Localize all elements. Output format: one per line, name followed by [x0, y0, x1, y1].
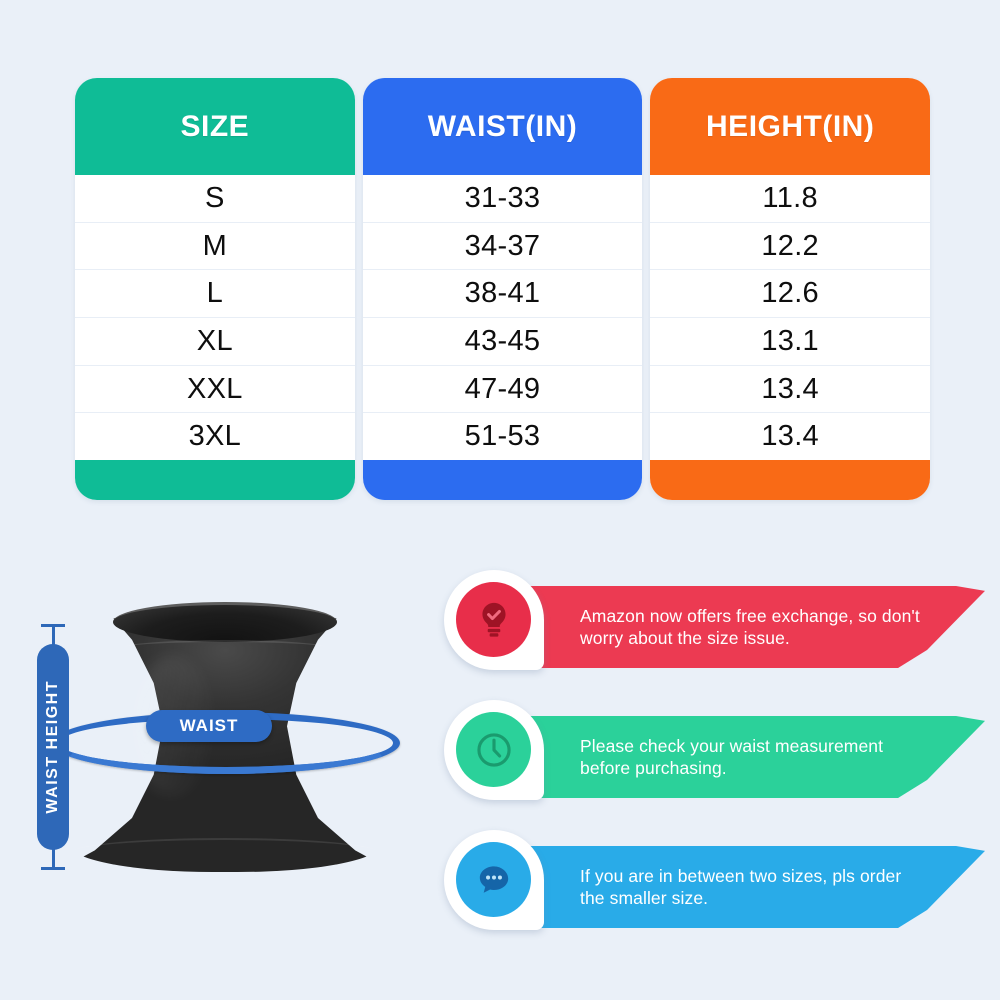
table-cell-size: M [75, 222, 355, 271]
product-diagram [18, 560, 418, 960]
callout-text: If you are in between two sizes, pls ord… [580, 865, 902, 908]
callout-text: Please check your waist measurement befo… [580, 735, 884, 778]
lightbulb-check-icon [456, 582, 531, 657]
waist-height-bar: WAIST HEIGHT [37, 644, 69, 850]
table-cell-size: S [75, 175, 355, 223]
table-cell-height: 12.6 [650, 270, 931, 319]
chat-bubble-icon [456, 842, 531, 917]
table-cell-waist: 51-53 [362, 413, 643, 461]
table-cell-waist: 43-45 [362, 318, 643, 366]
table-column-size: SIZE S M L XL XXL 3XL [75, 78, 355, 500]
column-body-size: S M L XL XXL 3XL [75, 175, 355, 461]
table-cell-waist: 38-41 [362, 270, 643, 319]
callout-badge [440, 828, 552, 940]
column-footer-waist [362, 460, 643, 500]
table-cell-height: 12.2 [650, 222, 931, 271]
column-body-height: 11.8 12.2 12.6 13.1 13.4 13.4 [650, 175, 931, 461]
column-footer-size [75, 460, 355, 500]
belt-bottom-edge [70, 838, 380, 868]
table-cell-size: L [75, 270, 355, 319]
column-header-size: SIZE [75, 78, 355, 175]
table-cell-size: 3XL [75, 413, 355, 461]
table-cell-height: 13.1 [650, 318, 931, 366]
table-cell-height: 13.4 [650, 365, 931, 414]
table-column-waist: WAIST(IN) 31-33 34-37 38-41 43-45 47-49 … [362, 78, 643, 500]
callout-ribbon: Please check your waist measurement befo… [502, 716, 985, 798]
table-column-height: HEIGHT(IN) 11.8 12.2 12.6 13.1 13.4 13.4 [650, 78, 931, 500]
clock-icon [456, 712, 531, 787]
table-cell-size: XXL [75, 365, 355, 414]
size-chart-table: SIZE S M L XL XXL 3XL WAIST(IN) 31-33 34… [75, 78, 931, 500]
waist-height-label: WAIST HEIGHT [44, 680, 61, 814]
column-body-waist: 31-33 34-37 38-41 43-45 47-49 51-53 [362, 175, 643, 461]
gauge-stem-top-icon [52, 625, 55, 645]
belt-seam [122, 640, 328, 656]
table-cell-height: 11.8 [650, 175, 931, 223]
callout-measure: Please check your waist measurement befo… [440, 698, 985, 810]
callout-badge [440, 568, 552, 680]
callout-exchange: Amazon now offers free exchange, so don'… [440, 568, 985, 680]
column-header-height: HEIGHT(IN) [650, 78, 931, 175]
waist-label-pill: WAIST [146, 710, 272, 742]
table-cell-size: XL [75, 318, 355, 366]
callout-list: Amazon now offers free exchange, so don'… [440, 560, 985, 960]
callout-ribbon: Amazon now offers free exchange, so don'… [502, 586, 985, 668]
callout-ribbon: If you are in between two sizes, pls ord… [502, 846, 985, 928]
callout-text: Amazon now offers free exchange, so don'… [580, 605, 920, 648]
table-cell-waist: 47-49 [362, 365, 643, 414]
belt-top-rim [113, 602, 337, 642]
gauge-cap-bottom-icon [41, 867, 65, 870]
callout-size-advice: If you are in between two sizes, pls ord… [440, 828, 985, 940]
column-header-waist: WAIST(IN) [362, 78, 643, 175]
table-cell-waist: 31-33 [362, 175, 643, 223]
waist-measure-ring-front [52, 712, 400, 774]
waist-label-text: WAIST [179, 716, 239, 735]
table-cell-height: 13.4 [650, 413, 931, 461]
callout-badge [440, 698, 552, 810]
table-cell-waist: 34-37 [362, 222, 643, 271]
waist-height-gauge: WAIST HEIGHT [30, 618, 76, 876]
column-footer-height [650, 460, 931, 500]
gauge-stem-bottom-icon [52, 849, 55, 869]
